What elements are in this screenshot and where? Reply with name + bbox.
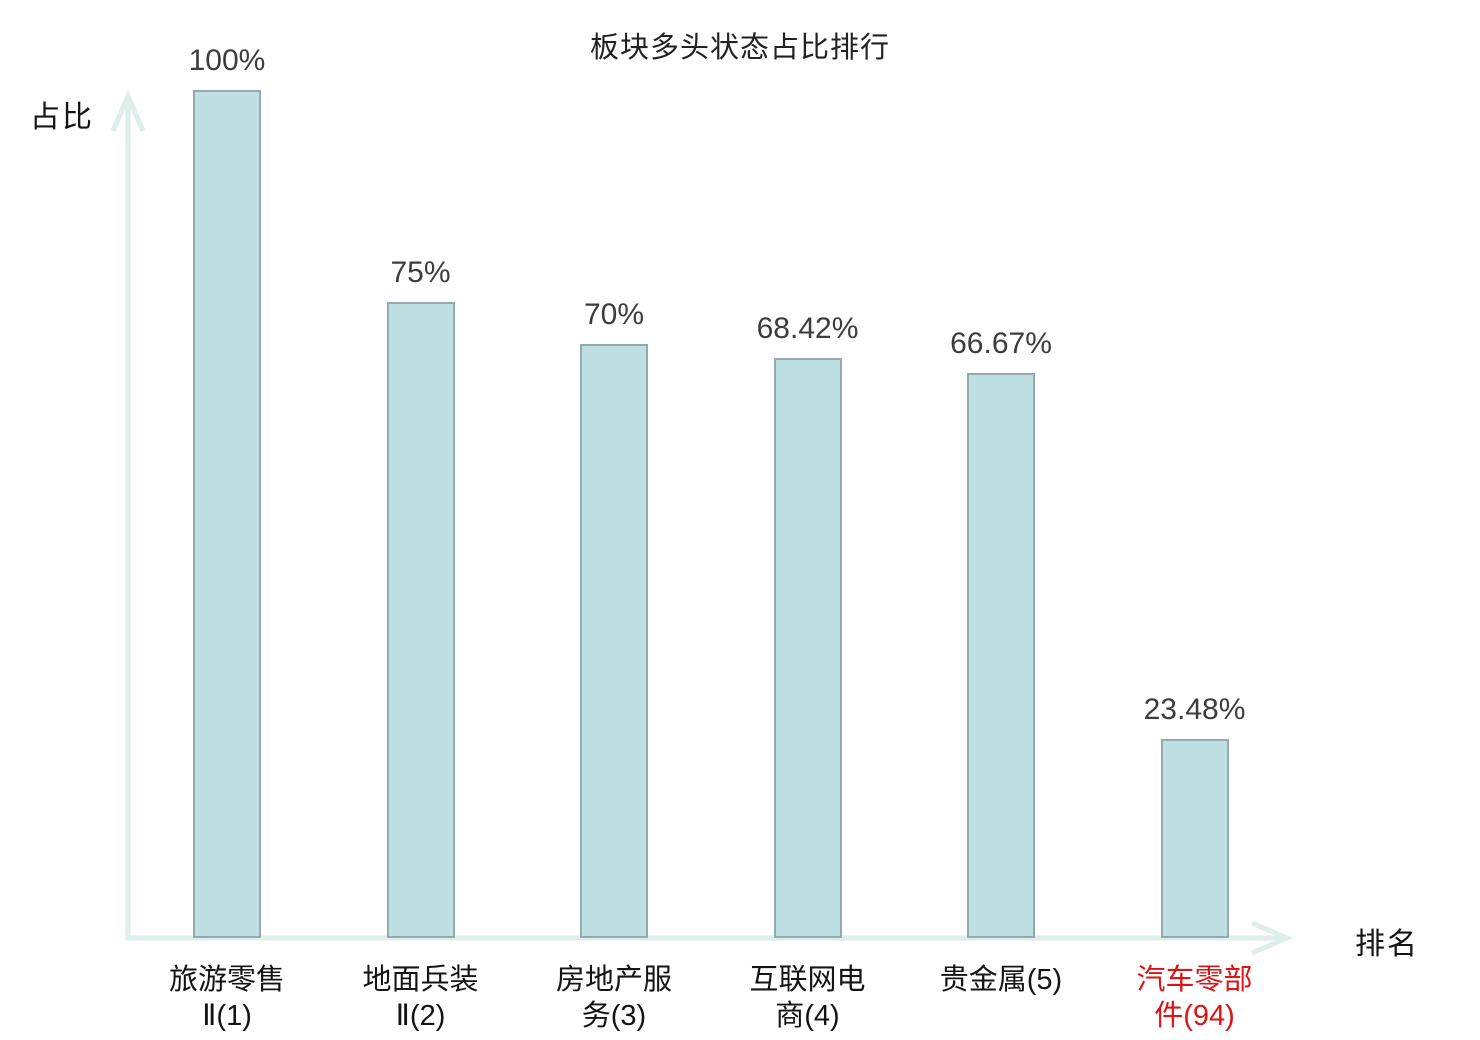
- y-axis-label: 占比: [30, 101, 94, 134]
- x-axis-arrowhead: [1251, 920, 1294, 956]
- category-label: 互联网电 商(4): [749, 964, 866, 1032]
- bar: [193, 90, 261, 938]
- category-label: 地面兵装 Ⅱ(2): [362, 964, 479, 1032]
- bar-value-label: 66.67%: [950, 327, 1052, 360]
- category-label: 汽车零部 件(94): [1136, 964, 1253, 1032]
- x-axis-label: 排名: [1355, 928, 1419, 961]
- chart-title: 板块多头状态占比排行: [589, 32, 890, 64]
- bar-value-label: 23.48%: [1143, 693, 1246, 726]
- category-label: 旅游零售 Ⅱ(1): [168, 964, 285, 1032]
- bar-value-label: 70%: [583, 298, 645, 331]
- category-label: 房地产服 务(3): [555, 964, 672, 1032]
- y-axis-arrowhead: [110, 89, 146, 132]
- bar-value-label: 100%: [188, 44, 266, 77]
- bar: [967, 373, 1035, 938]
- bar: [386, 302, 455, 938]
- bar-value-label: 75%: [390, 256, 451, 289]
- bar: [580, 344, 648, 938]
- bar: [773, 358, 842, 938]
- category-label: 贵金属(5): [939, 964, 1063, 996]
- bar: [1160, 739, 1229, 938]
- bar-value-label: 68.42%: [756, 312, 859, 345]
